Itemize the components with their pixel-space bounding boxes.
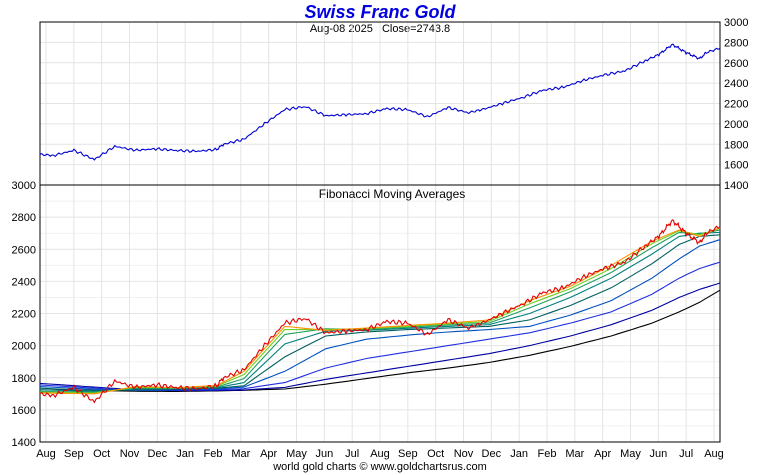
bottom-left-axis: 1400 1600 1800 2000 2200 2400 2600 2800 3000 bbox=[12, 180, 36, 449]
series-line-close bbox=[39, 43, 721, 161]
x-tick-label: Jul bbox=[345, 448, 359, 460]
bottom-y-tick-label: 2400 bbox=[12, 276, 36, 288]
bottom-y-tick-label: 1400 bbox=[12, 437, 36, 449]
bottom-y-tick-label: 2200 bbox=[12, 309, 36, 321]
x-tick-label: Aug bbox=[370, 448, 390, 460]
x-axis: Aug Sep Oct Nov Dec Jan Feb Mar Apr May Jun Jul Aug S… bbox=[36, 448, 724, 460]
chart-subtitle: Aug-08 2025 Close=2743.8 bbox=[0, 23, 760, 35]
top-gridlines bbox=[40, 21, 720, 186]
x-tick-label: Oct bbox=[427, 448, 444, 460]
top-y-tick-label: 2200 bbox=[724, 99, 748, 111]
x-tick-label: Mar bbox=[565, 448, 584, 460]
x-tick-label: May bbox=[286, 448, 307, 460]
x-tick-label: Jan bbox=[510, 448, 528, 460]
bottom-y-tick-label: 2600 bbox=[12, 244, 36, 256]
bottom-y-tick-label: 1800 bbox=[12, 373, 36, 385]
series-line-ma-233 bbox=[39, 289, 721, 392]
series-line-ma-89 bbox=[39, 261, 721, 392]
bottom-gridlines bbox=[40, 184, 720, 443]
series-line-close bbox=[39, 219, 721, 404]
lower-chart-title: Fibonacci Moving Averages bbox=[319, 187, 466, 201]
x-tick-label: Sep bbox=[64, 448, 84, 460]
x-tick-label: Sep bbox=[398, 448, 418, 460]
x-tick-label: Aug bbox=[36, 448, 56, 460]
top-series bbox=[39, 43, 721, 161]
x-tick-label: Oct bbox=[93, 448, 110, 460]
x-tick-label: Mar bbox=[231, 448, 250, 460]
bottom-y-tick-label: 1600 bbox=[12, 405, 36, 417]
top-y-tick-label: 2400 bbox=[724, 78, 748, 90]
bottom-y-tick-label: 2800 bbox=[12, 212, 36, 224]
top-right-axis: 1400 1600 1800 2000 2200 2400 2600 2800 3000 bbox=[724, 17, 748, 192]
x-tick-label: Apr bbox=[260, 448, 277, 460]
subtitle-date: Aug-08 2025 bbox=[309, 23, 373, 35]
top-y-tick-label: 3000 bbox=[724, 17, 748, 29]
x-tick-label: Aug bbox=[704, 448, 724, 460]
x-tick-label: Apr bbox=[594, 448, 611, 460]
top-y-tick-label: 2000 bbox=[724, 119, 748, 131]
x-tick-label: Feb bbox=[204, 448, 223, 460]
top-y-tick-label: 2600 bbox=[724, 58, 748, 70]
top-y-tick-label: 1600 bbox=[724, 160, 748, 172]
x-tick-label: Feb bbox=[538, 448, 557, 460]
x-tick-label: May bbox=[620, 448, 641, 460]
x-tick-label: Jun bbox=[315, 448, 333, 460]
bottom-plot-frame bbox=[39, 184, 721, 443]
top-y-tick-label: 1400 bbox=[724, 180, 748, 192]
x-tick-label: Jul bbox=[679, 448, 693, 460]
subtitle-close: Close=2743.8 bbox=[381, 23, 451, 35]
x-tick-label: Nov bbox=[454, 448, 474, 460]
top-y-tick-label: 1800 bbox=[724, 139, 748, 151]
chart-title: Swiss Franc Gold bbox=[304, 2, 456, 22]
bottom-y-tick-label: 2000 bbox=[12, 341, 36, 353]
footer-credit: world gold charts © www.goldchartsrus.co… bbox=[273, 461, 487, 473]
x-tick-label: Dec bbox=[148, 448, 168, 460]
series-line-ma-55 bbox=[39, 239, 721, 391]
bottom-series bbox=[39, 219, 721, 404]
x-tick-label: Jan bbox=[176, 448, 194, 460]
x-tick-label: Nov bbox=[120, 448, 140, 460]
x-tick-label: Dec bbox=[482, 448, 502, 460]
bottom-y-tick-label: 3000 bbox=[12, 180, 36, 192]
top-y-tick-label: 2800 bbox=[724, 37, 748, 49]
x-tick-label: Jun bbox=[649, 448, 667, 460]
